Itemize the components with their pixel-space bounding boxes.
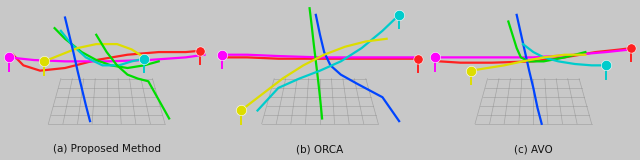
Point: [601, 64, 611, 67]
Point: [466, 69, 476, 72]
Point: [4, 56, 14, 59]
Point: [39, 60, 49, 63]
Point: [195, 49, 205, 52]
Point: [430, 56, 440, 59]
Text: (a) Proposed Method: (a) Proposed Method: [52, 144, 161, 154]
Text: (b) ORCA: (b) ORCA: [296, 144, 344, 154]
Point: [236, 109, 246, 112]
Point: [394, 14, 404, 16]
Text: (c) AVO: (c) AVO: [514, 144, 553, 154]
Point: [217, 53, 227, 56]
Point: [139, 57, 149, 60]
Point: [413, 57, 423, 60]
Point: [626, 47, 636, 49]
